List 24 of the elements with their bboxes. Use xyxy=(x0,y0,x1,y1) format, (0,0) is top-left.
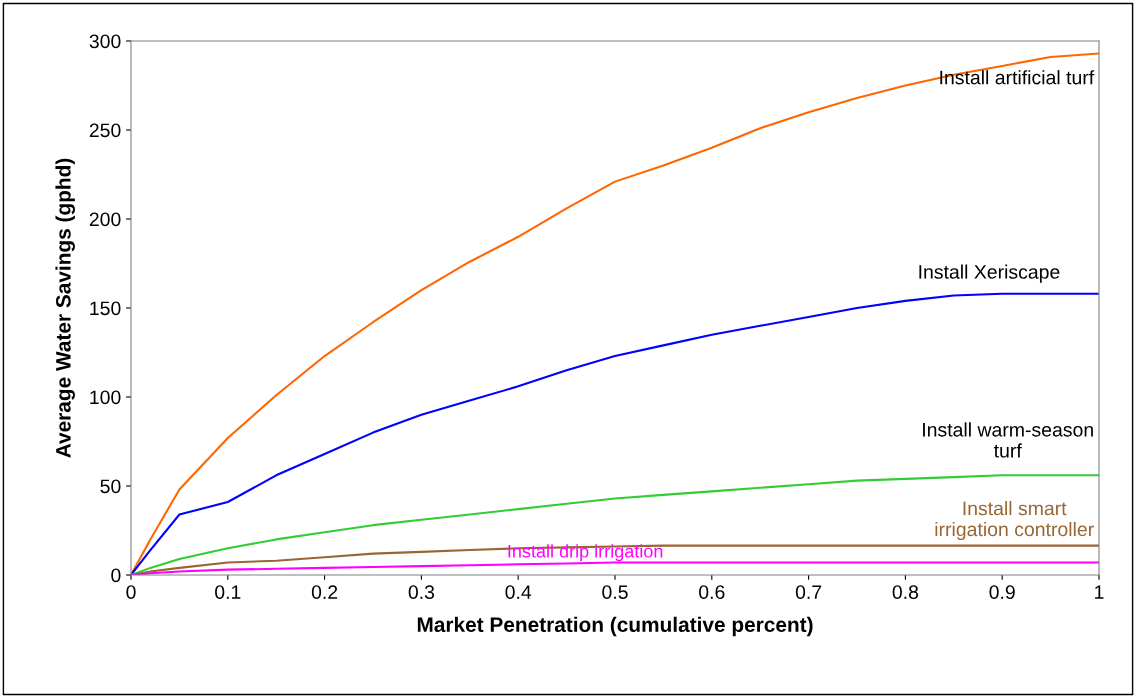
y-tick-label: 0 xyxy=(111,568,121,583)
y-tick-label: 300 xyxy=(89,34,121,49)
x-tick-label: 0.3 xyxy=(408,585,435,599)
x-tick-label: 0.2 xyxy=(311,585,338,599)
y-tick-label: 150 xyxy=(90,301,121,316)
x-tick-label: 0.4 xyxy=(505,585,532,599)
x-tick-label: 0.5 xyxy=(602,585,628,599)
series-label: Install Xeriscape xyxy=(919,264,1060,283)
y-tick-label: 200 xyxy=(89,212,121,227)
x-tick-label: 1 xyxy=(1095,585,1104,599)
x-tick-label: 0.1 xyxy=(215,585,241,599)
y-tick-label: 100 xyxy=(90,390,121,405)
x-tick-label: 0.9 xyxy=(989,585,1015,599)
series-label: Install smart irrigation controller xyxy=(935,501,1094,541)
y-tick-label: 250 xyxy=(89,123,121,138)
series-label: Install artificial turf xyxy=(940,70,1095,85)
x-tick-label: 0.7 xyxy=(795,585,822,599)
x-tick-label: 0 xyxy=(126,585,136,599)
x-tick-label: 0.8 xyxy=(892,585,919,599)
x-axis-title: Market Penetration (cumulative percent) xyxy=(417,616,813,637)
y-tick-label: 50 xyxy=(100,479,121,494)
x-tick-label: 0.6 xyxy=(699,585,725,599)
series-label: Install warm-season turf xyxy=(923,422,1093,458)
y-axis-title: Average Water Savings (gphd) xyxy=(55,158,75,458)
